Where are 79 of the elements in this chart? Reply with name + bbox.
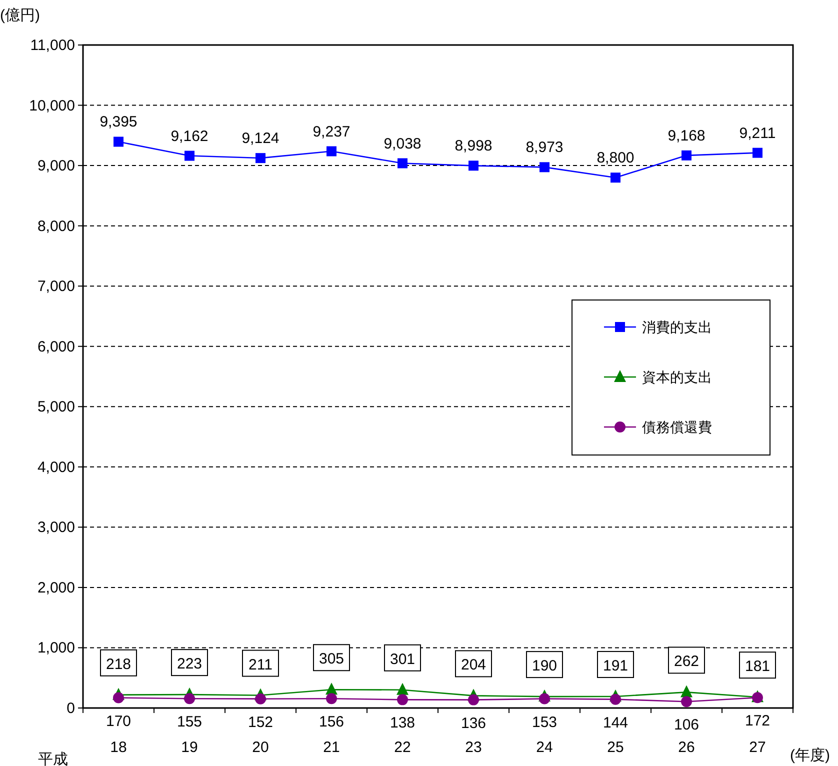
x-tick-label: 23 [465,739,482,756]
data-label: 262 [674,653,700,670]
y-tick-label: 0 [66,700,75,717]
point [184,693,195,704]
data-label: 138 [390,714,416,732]
data-label: 8,973 [526,139,564,156]
point [539,693,550,704]
data-label: 9,168 [668,127,706,144]
point [680,685,692,698]
y-tick-label: 10,000 [29,97,75,114]
x-tick-label: 25 [607,739,624,756]
legend-label: 債務償還費 [642,419,712,435]
data-label: 136 [460,714,486,732]
data-label: 152 [248,714,274,731]
data-label: 144 [602,714,628,732]
y-tick-label: 4,000 [37,458,75,476]
x-tick-label: 24 [536,739,553,756]
point [255,693,266,704]
y-tick-label: 3,000 [37,519,75,536]
x-tick-label: 20 [252,739,269,756]
y-tick-label: 9,000 [37,158,75,175]
x-tick-label: 27 [749,739,766,756]
x-tick-label: 21 [323,739,340,756]
data-label: 153 [532,714,558,731]
data-label: 172 [744,712,770,730]
point [114,136,124,147]
point [682,150,692,160]
point [396,682,408,695]
y-axis-title: (億円) [0,7,40,24]
point [184,150,194,161]
point [681,696,692,708]
y-tick-label: 2,000 [37,579,75,596]
data-label: 211 [248,656,272,674]
point [256,153,266,164]
data-label: 155 [176,714,202,731]
data-label: 191 [602,657,628,674]
point [468,160,478,171]
legend-label: 消費的支出 [642,319,712,335]
data-label: 156 [318,714,344,731]
y-tick-label: 6,000 [37,338,75,356]
point [610,694,621,705]
data-label: 9,162 [170,128,208,145]
y-tick-label: 7,000 [37,278,75,296]
y-tick-label: 5,000 [37,398,75,416]
data-label: 106 [674,716,700,734]
data-label: 170 [106,712,132,730]
point [397,694,408,706]
data-label: 190 [532,658,558,675]
point [610,172,620,183]
data-label: 9,395 [100,114,138,131]
data-label: 8,998 [454,138,492,155]
point [540,162,550,172]
data-label: 9,211 [739,124,776,142]
data-label: 9,038 [384,135,422,152]
x-tick-label: 19 [181,739,198,756]
point [326,146,336,156]
data-label: 305 [318,650,344,668]
point [113,692,124,704]
data-label: 181 [744,658,770,676]
x-tick-label: 26 [678,739,695,756]
data-label: 204 [460,656,486,674]
point [398,158,408,168]
y-tick-label: 8,000 [37,218,75,235]
point [752,148,762,158]
data-label: 8,800 [596,150,634,167]
data-label: 301 [390,650,416,668]
x-tick-label: 18 [110,739,127,756]
data-label: 9,124 [242,130,280,148]
data-label: 218 [106,656,132,673]
point [468,694,479,706]
x-tick-label: 22 [394,739,411,756]
x-axis-title: (年度) [790,747,830,764]
data-label: 223 [176,656,202,673]
point [326,693,337,704]
legend-label: 資本的支出 [642,369,712,385]
y-tick-label: 11,000 [30,37,75,54]
y-tick-label: 1,000 [37,640,75,657]
text: 平成 [38,751,68,766]
data-label: 9,237 [312,123,350,140]
